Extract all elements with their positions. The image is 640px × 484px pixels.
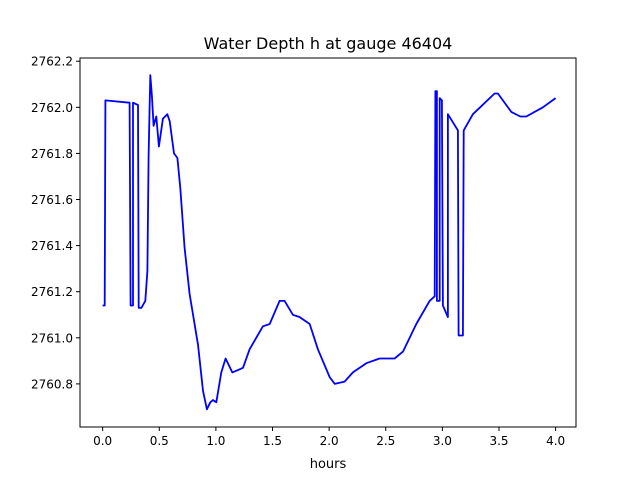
x-tick-label: 1.0 bbox=[206, 434, 225, 448]
y-tick-label: 2761.6 bbox=[31, 193, 73, 207]
x-tick-label: 0.5 bbox=[150, 434, 169, 448]
y-axis: 2760.8 2761.0 2761.2 2761.4 2761.6 2761.8 2762… bbox=[31, 55, 80, 391]
y-tick-label: 2762.0 bbox=[31, 101, 73, 115]
x-axis-label: hours bbox=[310, 457, 347, 472]
x-tick-label: 2.5 bbox=[376, 434, 395, 448]
y-tick-label: 2761.2 bbox=[31, 285, 73, 299]
y-tick-label: 2760.8 bbox=[31, 377, 73, 391]
y-tick-label: 2762.2 bbox=[31, 55, 73, 69]
x-tick-label: 3.5 bbox=[489, 434, 508, 448]
x-tick-label: 3.0 bbox=[433, 434, 452, 448]
chart-title: Water Depth h at gauge 46404 bbox=[204, 34, 453, 53]
y-tick-label: 2761.8 bbox=[31, 147, 73, 161]
x-tick-label: 4.0 bbox=[546, 434, 565, 448]
axes-frame bbox=[79, 57, 577, 428]
x-tick-label: 1.5 bbox=[263, 434, 282, 448]
x-tick-label: 2.0 bbox=[320, 434, 339, 448]
series-line-h bbox=[102, 74, 557, 411]
x-axis: 0.0 0.5 1.0 1.5 2.0 2.5 3.0 3.5 4.0 bbox=[93, 427, 565, 448]
x-tick-label: 0.0 bbox=[93, 434, 112, 448]
y-tick-label: 2761.0 bbox=[31, 331, 73, 345]
y-tick-label: 2761.4 bbox=[31, 239, 73, 253]
plot-area bbox=[102, 74, 557, 411]
